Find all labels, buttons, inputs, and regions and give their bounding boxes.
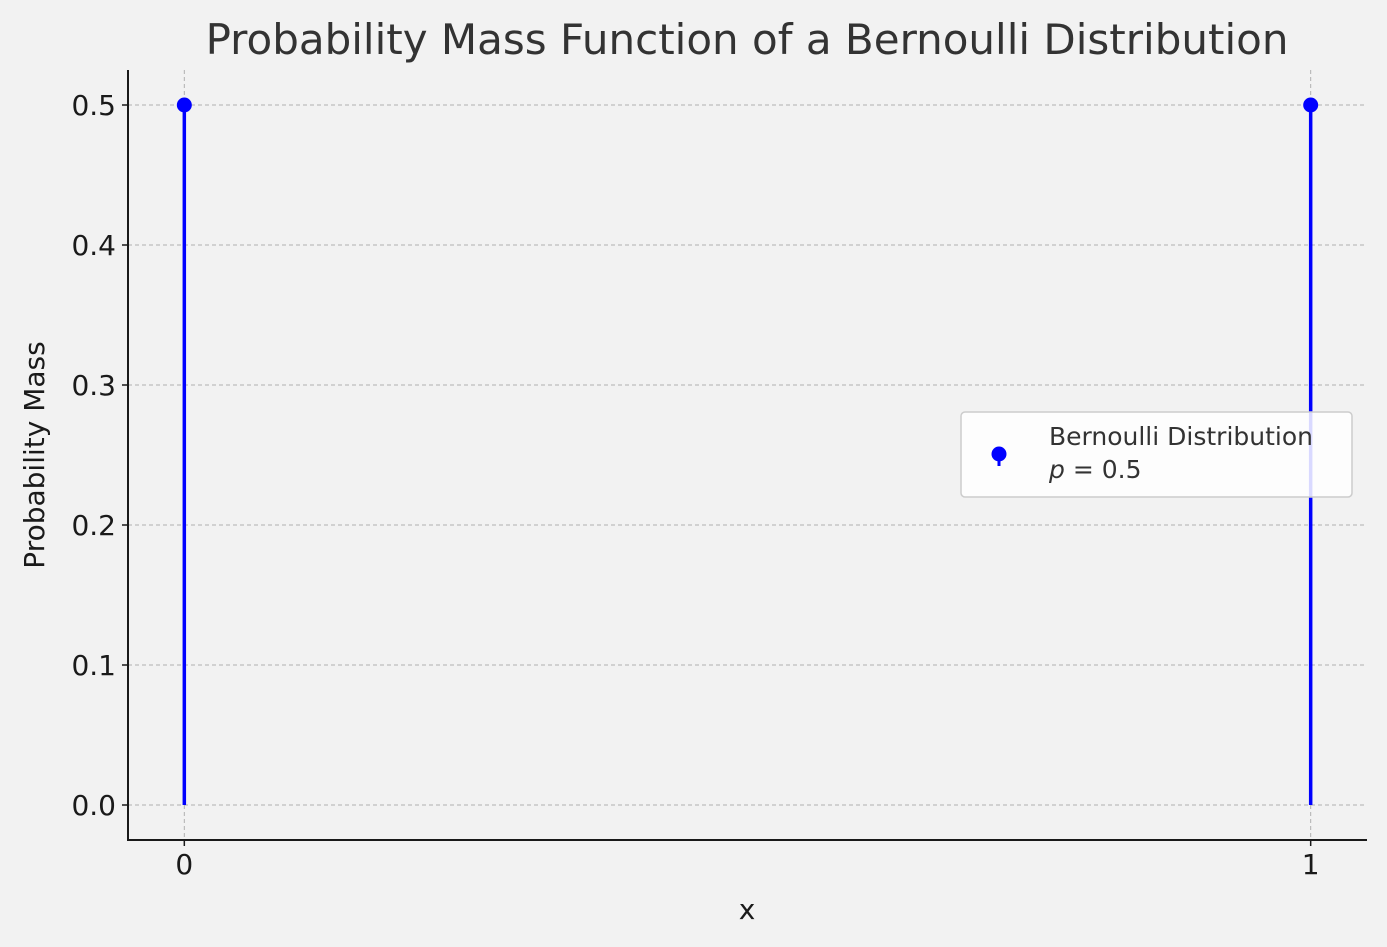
x-tick-label: 0 <box>175 848 193 881</box>
legend-param-value: = 0.5 <box>1073 455 1142 484</box>
ticks: 0.0 0.1 0.2 0.3 0.4 0.5 0 1 <box>71 89 1319 881</box>
stem-marker <box>176 97 192 113</box>
y-axis-label: Probability Mass <box>18 341 51 568</box>
y-tick-label: 0.5 <box>71 89 116 122</box>
stem-marker <box>1303 97 1319 113</box>
legend-series-name: Bernoulli Distribution <box>1049 422 1313 451</box>
legend-box <box>960 411 1353 498</box>
legend-param-variable: p <box>1048 455 1065 484</box>
x-axis-label: x <box>739 893 756 926</box>
y-tick-label: 0.4 <box>71 229 116 262</box>
y-tick-label: 0.1 <box>71 649 116 682</box>
legend: Bernoulli Distribution p = 0.5 <box>960 411 1353 498</box>
y-tick-label: 0.2 <box>71 509 116 542</box>
legend-marker-dot <box>991 446 1007 462</box>
chart-title: Probability Mass Function of a Bernoulli… <box>206 15 1289 64</box>
y-tick-label: 0.3 <box>71 369 116 402</box>
legend-series-param: p = 0.5 <box>1048 455 1141 484</box>
x-tick-label: 1 <box>1302 848 1320 881</box>
y-tick-label: 0.0 <box>71 789 116 822</box>
